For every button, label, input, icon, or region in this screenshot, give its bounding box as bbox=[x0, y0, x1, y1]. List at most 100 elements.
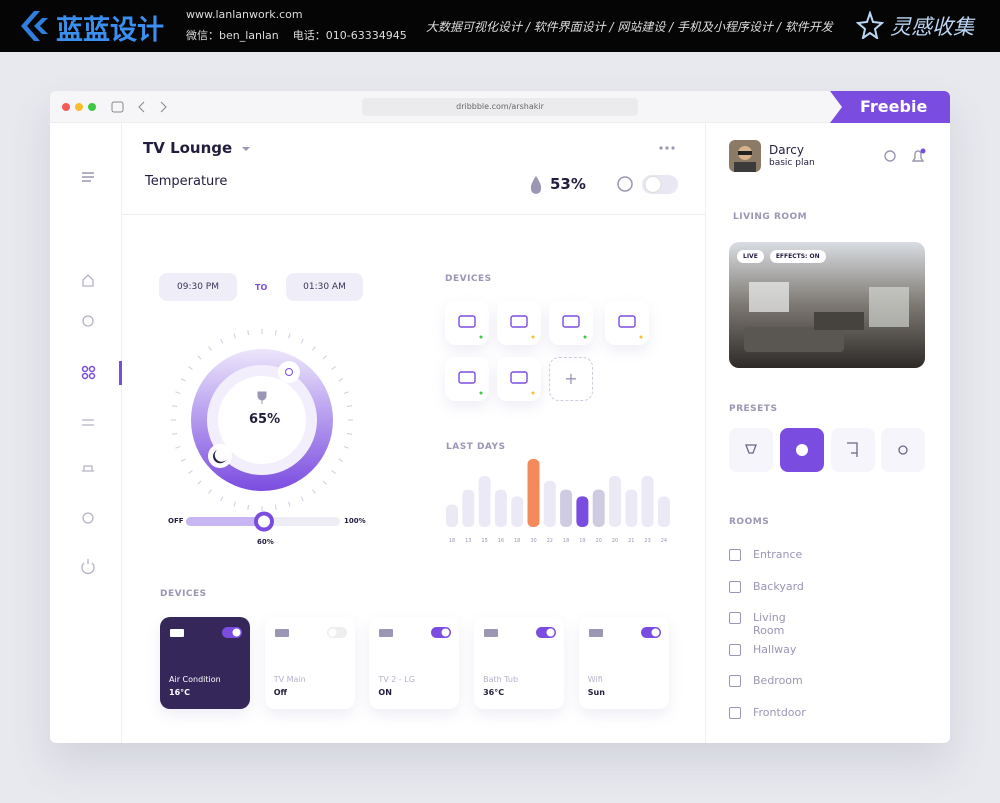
presets bbox=[729, 428, 925, 472]
card-state: 36°C bbox=[483, 688, 505, 697]
room-title: TV Lounge bbox=[143, 139, 233, 157]
circle bbox=[75, 103, 83, 111]
circle bbox=[82, 512, 94, 524]
card-state: ON bbox=[378, 688, 392, 697]
last-days-title: LAST DAYS bbox=[446, 442, 506, 452]
g bbox=[171, 329, 353, 511]
room-name[interactable]: Backyard bbox=[753, 579, 804, 593]
window: dribbble.com/arshakir Freebie TV Lounge … bbox=[50, 91, 950, 743]
add-device[interactable]: + bbox=[549, 357, 593, 401]
rect bbox=[831, 428, 875, 472]
card-icons bbox=[379, 627, 452, 638]
circle bbox=[62, 103, 70, 111]
device-card[interactable]: TV 2 - LG ON bbox=[369, 617, 460, 709]
device-icon bbox=[510, 315, 535, 339]
rect bbox=[869, 287, 909, 327]
device-card[interactable]: Air Condition 16°C bbox=[160, 617, 250, 709]
slider bbox=[186, 511, 340, 532]
humidity: 53% bbox=[550, 175, 586, 193]
card-icons bbox=[588, 627, 661, 638]
device-card[interactable]: Wifi Sun bbox=[578, 617, 669, 709]
device-icon bbox=[618, 315, 643, 339]
dial-tick bbox=[312, 346, 316, 351]
rect bbox=[510, 315, 528, 328]
room-icon bbox=[729, 612, 741, 625]
bar-label: 15 bbox=[481, 538, 487, 544]
circle bbox=[796, 444, 808, 456]
dial-tick bbox=[175, 446, 181, 449]
room-name[interactable]: Frontdoor bbox=[753, 706, 806, 719]
bar bbox=[543, 480, 556, 527]
room-icon bbox=[729, 549, 741, 561]
temperature-label: Temperature bbox=[145, 174, 228, 189]
circle bbox=[328, 628, 337, 637]
circle bbox=[884, 150, 896, 162]
rect bbox=[274, 629, 289, 637]
path bbox=[34, 18, 48, 34]
bar bbox=[641, 476, 654, 527]
card-state: Off bbox=[273, 688, 287, 697]
header-icons bbox=[242, 146, 678, 194]
banner: 蓝蓝设计 www.lanlanwork.com 微信：ben_lanlan 电话… bbox=[0, 0, 1000, 52]
dial-tick bbox=[322, 480, 327, 485]
device-card[interactable]: Bath Tub 36°C bbox=[474, 617, 565, 709]
circle bbox=[232, 628, 241, 637]
room-icon bbox=[729, 643, 741, 656]
services: 大数据可视化设计 / 软件界面设计 / 网站建设 / 手机及小程序设计 / 软件… bbox=[426, 20, 833, 34]
dial-tick bbox=[331, 470, 336, 474]
room-name[interactable]: Hallway bbox=[753, 642, 797, 656]
bar-label: 20 bbox=[596, 538, 602, 544]
bar bbox=[527, 459, 540, 527]
rect bbox=[738, 151, 752, 155]
dial-tick bbox=[338, 378, 344, 382]
card-name: Bath Tub bbox=[483, 675, 519, 684]
dial-tick bbox=[247, 330, 250, 336]
dial-tick bbox=[288, 333, 291, 339]
dial-tick bbox=[274, 504, 277, 510]
path bbox=[82, 274, 94, 287]
circle bbox=[479, 391, 483, 395]
circle bbox=[665, 146, 669, 150]
room-icon bbox=[729, 707, 741, 719]
brand: 蓝蓝设计 bbox=[56, 15, 164, 46]
dial-tick bbox=[180, 458, 186, 462]
device-tile bbox=[549, 301, 593, 345]
room-name[interactable]: Entrance bbox=[753, 548, 803, 561]
card-icons bbox=[170, 627, 242, 638]
circle bbox=[617, 176, 633, 192]
tags: LIVE EFFECTS: ON bbox=[737, 250, 826, 263]
card-name: Air Condition bbox=[169, 675, 221, 684]
device-card[interactable]: TV Main Off bbox=[264, 617, 355, 709]
room-name[interactable]: Living Room bbox=[753, 611, 786, 638]
room-name[interactable]: Bedroom bbox=[753, 674, 803, 688]
dial-tick bbox=[172, 405, 178, 408]
circle bbox=[671, 146, 675, 150]
rect bbox=[111, 101, 124, 113]
profile-plan: basic plan bbox=[769, 158, 815, 168]
dial-tick bbox=[312, 489, 316, 494]
path bbox=[257, 391, 267, 404]
address-bar: dribbble.com/arshakir bbox=[362, 98, 638, 116]
rect bbox=[734, 162, 756, 172]
path bbox=[213, 450, 226, 464]
profile-name: Darcy bbox=[769, 143, 804, 157]
dial-tick bbox=[322, 355, 327, 360]
room-icon bbox=[729, 580, 741, 593]
device-icon bbox=[458, 371, 483, 395]
path bbox=[21, 11, 40, 41]
bar-label: 19 bbox=[579, 538, 585, 544]
badge: Freebie bbox=[830, 91, 950, 123]
dial-tick bbox=[346, 432, 352, 435]
card-name: Wifi bbox=[587, 675, 603, 684]
device-tile bbox=[445, 357, 489, 401]
rooms-title: ROOMS bbox=[729, 517, 770, 527]
card-name: TV 2 - LG bbox=[378, 675, 416, 684]
dial-tick bbox=[188, 366, 193, 370]
rect bbox=[484, 629, 499, 637]
g bbox=[81, 365, 96, 380]
dial-tick bbox=[343, 391, 349, 394]
bar bbox=[576, 496, 589, 527]
circle bbox=[651, 628, 660, 637]
circle bbox=[218, 376, 306, 464]
circle bbox=[639, 335, 643, 339]
